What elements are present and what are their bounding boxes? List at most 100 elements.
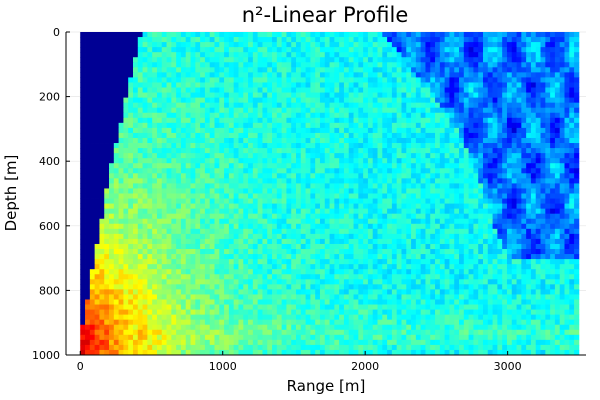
heatmap-cell xyxy=(358,57,364,63)
heatmap-cell xyxy=(463,213,469,220)
heatmap-cell xyxy=(401,112,407,119)
heatmap-cell xyxy=(185,158,191,164)
heatmap-cell xyxy=(147,67,153,73)
heatmap-cell xyxy=(137,168,143,174)
heatmap-cell xyxy=(406,208,412,215)
heatmap-cell xyxy=(574,183,580,189)
heatmap-cell xyxy=(478,132,484,139)
heatmap-cell xyxy=(238,188,244,194)
heatmap-cell xyxy=(195,218,201,225)
heatmap-cell xyxy=(257,168,263,174)
heatmap-cell xyxy=(185,102,191,109)
heatmap-cell xyxy=(267,269,273,275)
heatmap-cell xyxy=(506,132,513,139)
heatmap-cell xyxy=(118,112,124,119)
heatmap-cell xyxy=(276,77,283,83)
heatmap-cell xyxy=(142,117,148,124)
heatmap-cell xyxy=(535,52,541,58)
heatmap-cell xyxy=(420,223,426,230)
heatmap-cell xyxy=(559,243,565,250)
heatmap-cell xyxy=(118,243,124,250)
heatmap-cell xyxy=(161,42,167,48)
heatmap-cell xyxy=(478,264,484,270)
heatmap-cell xyxy=(554,87,561,93)
heatmap-cell xyxy=(535,62,541,68)
heatmap-cell xyxy=(209,92,215,99)
heatmap-cell xyxy=(363,117,369,124)
heatmap-cell xyxy=(569,173,575,179)
heatmap-cell xyxy=(176,67,182,73)
heatmap-cell xyxy=(545,208,551,215)
heatmap-cell xyxy=(574,173,580,179)
heatmap-cell xyxy=(516,243,522,250)
heatmap-cell xyxy=(94,213,100,220)
heatmap-cell xyxy=(233,67,239,73)
heatmap-cell xyxy=(171,228,177,235)
heatmap-cell xyxy=(267,102,273,109)
heatmap-cell xyxy=(118,153,124,159)
heatmap-cell xyxy=(315,183,321,189)
heatmap-cell xyxy=(574,137,580,144)
heatmap-cell xyxy=(209,218,215,225)
heatmap-cell xyxy=(564,148,570,154)
heatmap-cell xyxy=(85,178,91,184)
heatmap-cell xyxy=(180,178,187,184)
heatmap-cell xyxy=(511,92,517,99)
heatmap-cell xyxy=(248,259,254,265)
heatmap-cell xyxy=(185,259,191,265)
heatmap-cell xyxy=(574,228,580,235)
heatmap-cell xyxy=(137,37,143,43)
heatmap-cell xyxy=(511,259,517,265)
heatmap-cell xyxy=(463,143,469,149)
heatmap-cell xyxy=(511,77,517,83)
heatmap-cell xyxy=(444,87,450,93)
heatmap-cell xyxy=(262,47,268,53)
heatmap-cell xyxy=(137,47,143,53)
heatmap-cell xyxy=(80,148,86,154)
heatmap-cell xyxy=(396,112,402,119)
heatmap-cell xyxy=(363,269,369,275)
heatmap-cell xyxy=(482,137,489,144)
heatmap-cell xyxy=(343,163,350,169)
heatmap-cell xyxy=(238,47,244,53)
heatmap-cell xyxy=(454,37,460,43)
heatmap-cell xyxy=(367,183,374,189)
heatmap-cell xyxy=(214,183,220,189)
heatmap-cell xyxy=(545,249,551,255)
heatmap-cell xyxy=(574,127,580,134)
heatmap-cell xyxy=(147,254,153,260)
heatmap-cell xyxy=(200,67,206,73)
heatmap-cell xyxy=(248,82,254,88)
heatmap-cell xyxy=(291,188,297,194)
heatmap-cell xyxy=(439,228,446,235)
heatmap-cell xyxy=(180,77,187,83)
heatmap-cell xyxy=(281,52,287,58)
heatmap-cell xyxy=(406,107,412,114)
heatmap-cell xyxy=(228,143,235,149)
heatmap-cell xyxy=(219,264,225,270)
heatmap-cell xyxy=(535,32,541,38)
heatmap-cell xyxy=(478,188,484,194)
heatmap-cell xyxy=(497,208,503,215)
heatmap-cell xyxy=(478,208,484,215)
heatmap-cell xyxy=(540,228,546,235)
heatmap-cell xyxy=(343,112,350,119)
heatmap-cell xyxy=(128,127,134,134)
heatmap-cell xyxy=(569,143,575,149)
heatmap-cell xyxy=(219,203,225,210)
heatmap-cell xyxy=(401,269,407,275)
heatmap-cell xyxy=(166,249,172,255)
heatmap-cell xyxy=(554,193,561,199)
heatmap-cell xyxy=(128,259,134,265)
heatmap-cell xyxy=(387,67,393,73)
heatmap-cell xyxy=(99,163,105,169)
heatmap-cell xyxy=(367,87,374,93)
heatmap-cell xyxy=(185,62,191,68)
heatmap-cell xyxy=(200,198,206,204)
heatmap-cell xyxy=(324,193,330,199)
heatmap-cell xyxy=(80,228,86,235)
heatmap-cell xyxy=(176,254,182,260)
heatmap-cell xyxy=(521,67,527,73)
heatmap-cell xyxy=(363,122,369,129)
heatmap-cell xyxy=(444,178,450,184)
